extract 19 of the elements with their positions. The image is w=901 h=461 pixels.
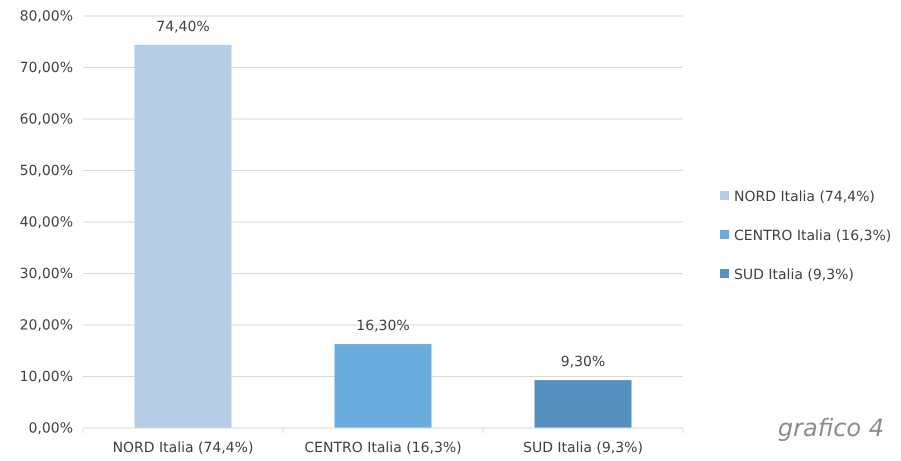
x-tick-label: CENTRO Italia (16,3%) (304, 440, 462, 456)
data-label: 16,30% (356, 318, 410, 334)
y-tick-label: 40,00% (20, 214, 73, 230)
y-tick-label: 50,00% (20, 162, 73, 179)
legend-label: CENTRO Italia (16,3%) (734, 228, 892, 244)
legend-label: NORD Italia (74,4%) (734, 189, 875, 205)
y-tick-label: 0,00% (28, 420, 73, 436)
data-label: 9,30% (560, 354, 606, 370)
y-tick-label: 10,00% (20, 368, 73, 385)
y-tick-label: 30,00% (20, 266, 73, 282)
legend-label: SUD Italia (9,3%) (734, 267, 854, 283)
x-tick-label: SUD Italia (9,3%) (523, 440, 643, 456)
y-tick-label: 20,00% (20, 317, 73, 334)
y-tick-label: 70,00% (20, 60, 73, 76)
text: grafico 4 (778, 414, 884, 442)
y-tick-label: 80,00% (20, 8, 73, 24)
data-label: 74,40% (156, 18, 210, 35)
y-tick-label: 60,00% (20, 111, 73, 128)
x-tick-label: NORD Italia (74,4%) (112, 440, 254, 456)
